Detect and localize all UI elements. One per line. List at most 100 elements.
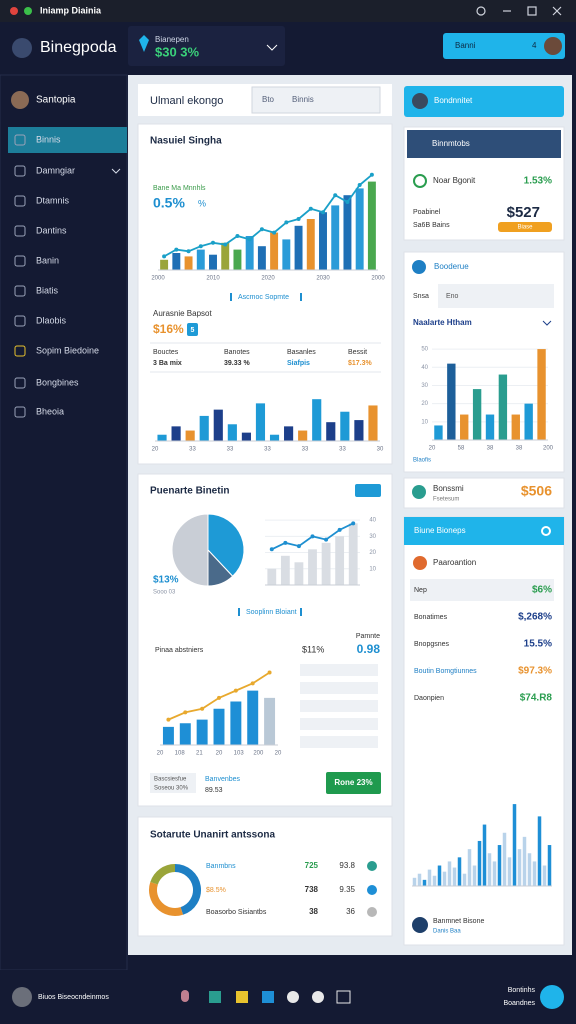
close[interactable] xyxy=(552,6,562,16)
label: % xyxy=(198,198,206,208)
point xyxy=(166,717,171,722)
label: $8.5% xyxy=(206,887,226,894)
action-button[interactable] xyxy=(326,772,381,794)
point xyxy=(324,537,329,542)
point xyxy=(310,534,315,539)
bar xyxy=(472,865,477,886)
search-box[interactable] xyxy=(251,86,381,114)
label: Soseou 30% xyxy=(154,786,189,792)
mic[interactable] xyxy=(181,990,189,1002)
maximize[interactable] xyxy=(527,6,537,16)
toggle[interactable] xyxy=(355,484,381,497)
card-title: Puenarte Binetin xyxy=(150,486,229,497)
nav-item[interactable]: Bongbines xyxy=(36,377,79,387)
toolbar-title: Ulmanl ekongo xyxy=(150,95,223,107)
bar xyxy=(482,824,487,886)
header-button[interactable] xyxy=(443,33,565,59)
zoom-dot[interactable] xyxy=(24,7,32,15)
app[interactable] xyxy=(287,991,299,1003)
label: Noar Bgonit xyxy=(433,176,476,185)
chevron[interactable] xyxy=(542,320,552,326)
donut-segment xyxy=(150,864,176,885)
button-label: Banni xyxy=(455,41,476,50)
bar xyxy=(432,875,437,886)
link[interactable]: Ascmoc Sopmte xyxy=(238,294,289,301)
app[interactable] xyxy=(209,991,221,1003)
bar xyxy=(230,701,242,745)
refresh[interactable] xyxy=(476,6,486,16)
point xyxy=(259,227,264,232)
value: $30 3% xyxy=(155,44,200,59)
x-tick-label: 21 xyxy=(196,751,203,757)
bar xyxy=(196,249,205,270)
nav-item[interactable]: Dlaobis xyxy=(36,315,67,325)
point xyxy=(186,249,191,254)
app[interactable] xyxy=(262,991,274,1003)
selector-icon xyxy=(139,35,149,52)
nav-icon xyxy=(14,165,26,177)
label: Bascsiesfue xyxy=(154,777,187,783)
point xyxy=(247,237,252,242)
bar xyxy=(221,242,230,270)
bar xyxy=(472,389,482,440)
y-tick-label: 10 xyxy=(421,419,428,425)
x-tick-label: 38 xyxy=(516,446,523,452)
nav-item[interactable]: Dantins xyxy=(36,225,67,235)
point xyxy=(269,547,274,552)
bar xyxy=(185,430,195,441)
value: $506 xyxy=(521,483,552,499)
x-tick-label: 33 xyxy=(189,447,196,453)
close-dot[interactable] xyxy=(10,7,18,15)
nav-item[interactable]: Damngiar xyxy=(36,165,75,175)
label: 89.53 xyxy=(205,787,223,794)
value: $16% xyxy=(153,322,184,336)
x-tick-label: 103 xyxy=(234,751,245,757)
point xyxy=(357,183,362,187)
x-tick-label: 2020 xyxy=(261,276,275,282)
nav-item[interactable]: Biatis xyxy=(36,285,59,295)
row-label: Bonatimes xyxy=(414,614,448,621)
bar xyxy=(319,212,327,270)
selector[interactable] xyxy=(128,26,285,66)
bar xyxy=(284,426,294,441)
label: Danis Baa xyxy=(433,929,461,935)
point xyxy=(250,681,255,686)
app[interactable] xyxy=(336,990,351,1004)
fab[interactable] xyxy=(540,985,564,1009)
link[interactable]: Sooplinn Bloiant xyxy=(246,609,297,616)
bar xyxy=(511,414,520,440)
active-item xyxy=(8,127,127,153)
pill-label: Biase xyxy=(517,225,533,231)
nav-item[interactable]: Bheoia xyxy=(36,406,64,416)
nav-item[interactable]: Sopim Biedoine xyxy=(36,345,99,355)
row xyxy=(300,736,378,748)
bar xyxy=(452,867,457,886)
app[interactable] xyxy=(236,991,248,1003)
row xyxy=(300,718,378,730)
value: $527 xyxy=(507,204,540,221)
bar xyxy=(247,690,259,745)
label: Binnis xyxy=(292,95,314,104)
bar xyxy=(355,188,364,270)
bar xyxy=(196,719,208,745)
quick-bar[interactable] xyxy=(404,86,564,117)
avatar xyxy=(12,987,32,1007)
bar xyxy=(447,861,452,886)
point xyxy=(308,206,313,211)
badge xyxy=(187,323,198,336)
nav-item[interactable]: Banin xyxy=(36,255,59,265)
bar xyxy=(487,853,492,886)
label: Banmnet Bisone xyxy=(433,918,484,925)
icon xyxy=(412,260,426,274)
x-tick-label: 58 xyxy=(458,446,465,452)
bar xyxy=(213,409,223,441)
task-user: Biuos Biseocndeinmos xyxy=(38,994,109,1001)
row-value: 15.5% xyxy=(524,639,552,650)
nav-item[interactable]: Dtamnis xyxy=(36,195,70,205)
nav-item[interactable]: Binnis xyxy=(36,134,61,144)
icon[interactable] xyxy=(541,526,551,536)
app[interactable] xyxy=(312,991,324,1003)
input[interactable] xyxy=(438,284,554,308)
nav-icon xyxy=(14,406,26,418)
label: 36 xyxy=(346,907,355,916)
